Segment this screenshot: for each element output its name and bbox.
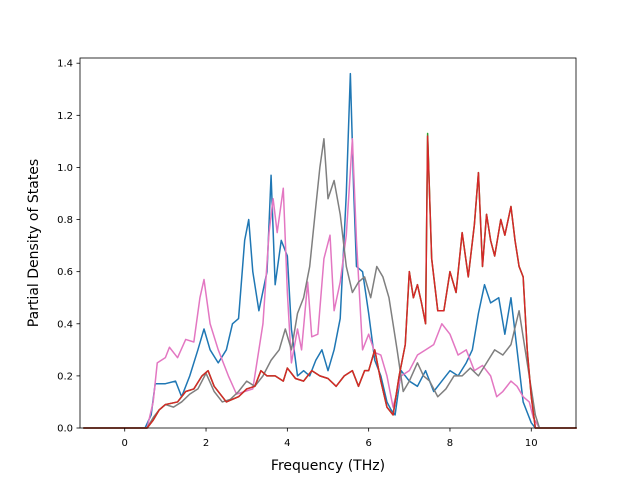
series-layer (83, 72, 577, 429)
x-axis-ticks: 0 2 4 6 8 10 (122, 428, 538, 449)
y-tick-label: 0.4 (57, 319, 73, 330)
series-line-2 (83, 138, 577, 429)
y-tick-label: 0.8 (57, 215, 73, 226)
y-tick-label: 0.0 (57, 424, 73, 435)
plot-frame (79, 57, 577, 429)
x-tick-label: 4 (284, 438, 290, 449)
y-axis-label: Partial Density of States (26, 159, 42, 327)
y-tick-label: 1.2 (57, 111, 73, 122)
x-axis-label: Frequency (THz) (271, 458, 385, 474)
x-tick-label: 6 (365, 438, 371, 449)
y-tick-label: 0.6 (57, 267, 73, 278)
x-tick-label: 8 (447, 438, 453, 449)
series-line-3 (83, 138, 577, 429)
x-tick-label: 2 (203, 438, 209, 449)
series-line-5 (83, 135, 577, 429)
x-tick-label: 0 (122, 438, 128, 449)
y-axis-ticks: 0.0 0.2 0.4 0.6 0.8 1.0 1.2 1.4 (57, 59, 80, 435)
x-tick-label: 10 (525, 438, 538, 449)
y-tick-label: 0.2 (57, 371, 73, 382)
y-tick-label: 1.0 (57, 163, 73, 174)
y-tick-label: 1.4 (57, 59, 73, 70)
